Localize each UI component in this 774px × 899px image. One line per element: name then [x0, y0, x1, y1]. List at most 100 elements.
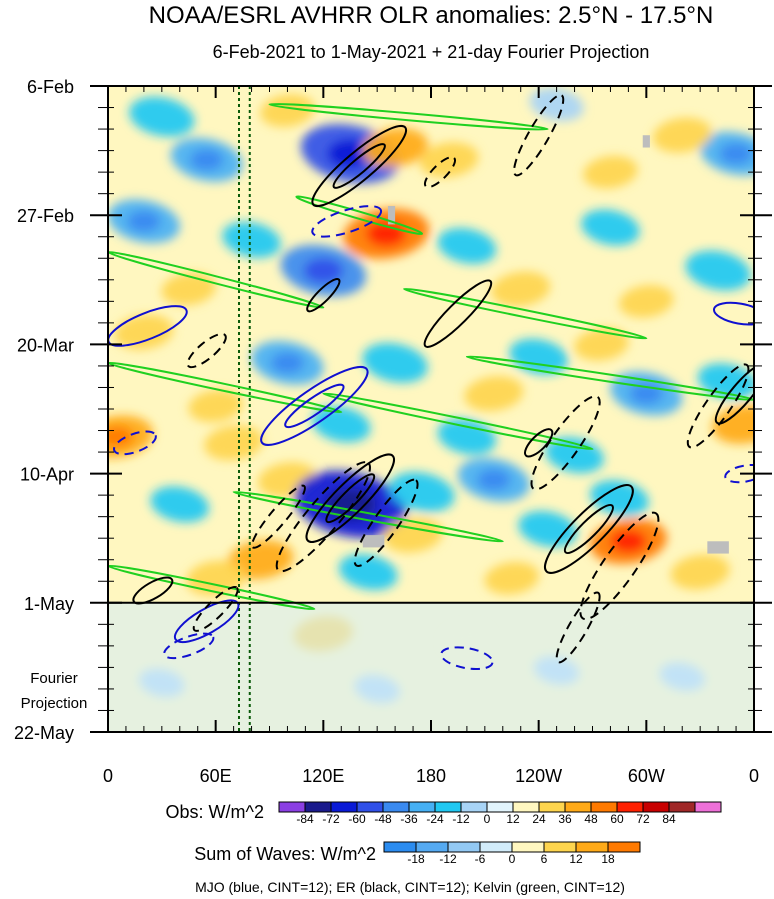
mjo-contour: [311, 205, 383, 238]
waves-colorbar-level-label: -12: [439, 852, 457, 866]
anomaly-blob: [437, 418, 497, 455]
waves-colorbar-level-label: 18: [601, 852, 615, 866]
obs-colorbar-level-label: -72: [322, 812, 340, 826]
obs-colorbar-level-label: 24: [532, 812, 546, 826]
waves-colorbar: -18 -12 -6 0 6 12 18: [383, 841, 641, 866]
mjo-contour: [260, 365, 369, 446]
anomaly-blob: [619, 285, 674, 318]
kelvin-contours: [108, 102, 754, 611]
er-contour-inner: [332, 143, 386, 189]
mjo-contour: [113, 430, 157, 456]
x-tick-label: 60W: [628, 766, 665, 786]
mjo-contour-inner: [284, 383, 345, 429]
waves-colorbar-level-label: -18: [407, 852, 425, 866]
y-tick-label: 6-Feb: [27, 77, 74, 97]
missing-data-patch: [362, 535, 385, 548]
waves-colorbar-swatch: [543, 841, 577, 853]
anomaly-blob-core: [271, 352, 304, 374]
obs-colorbar-level-label: 48: [584, 812, 598, 826]
waves-colorbar-swatch: [511, 841, 545, 853]
anomaly-blob: [464, 376, 524, 412]
obs-colorbar-level-label: 72: [636, 812, 650, 826]
waves-colorbar-label: Sum of Waves: W/m^2: [194, 844, 376, 864]
anomaly-blob: [150, 486, 210, 523]
footer-legend: MJO (blue, CINT=12); ER (black, CINT=12)…: [195, 879, 625, 895]
obs-colorbar-swatch: [382, 801, 410, 813]
anomaly-blob: [529, 87, 584, 122]
er-contour: [686, 363, 750, 449]
anomaly-blob: [389, 472, 455, 512]
projection-label-line1: Fourier: [30, 670, 78, 687]
anomaly-blob: [437, 228, 497, 264]
x-tick-label: 120W: [515, 766, 562, 786]
anomaly-blob: [652, 117, 712, 153]
x-tick-label: 180: [416, 766, 446, 786]
kelvin-contour: [268, 102, 549, 131]
er-contour: [544, 484, 634, 574]
er-contour: [311, 124, 408, 208]
anomaly-blob-core: [719, 143, 753, 165]
obs-colorbar: -84 -72 -60 -48 -36 -24 -12 0 12 24 36 48 60 72 84: [278, 801, 722, 826]
y-tick-label: 10-Apr: [20, 465, 74, 485]
y-tick-label: 20-Mar: [17, 335, 74, 355]
obs-colorbar-level-label: -36: [400, 812, 418, 826]
obs-colorbar-level-label: -84: [296, 812, 314, 826]
er-contour: [353, 478, 419, 567]
mjo-contour: [712, 301, 754, 326]
waves-colorbar-swatch: [479, 841, 513, 853]
er-contour: [186, 332, 227, 369]
obs-colorbar-swatch: [668, 801, 696, 813]
anomaly-blob: [188, 389, 243, 423]
obs-colorbar-swatch: [564, 801, 592, 813]
x-tick-label: 120E: [302, 766, 344, 786]
obs-colorbar-swatch: [642, 801, 670, 813]
kelvin-contour: [403, 287, 648, 340]
anomaly-blob: [518, 511, 577, 547]
anomaly-blob: [362, 342, 428, 383]
er-contour: [423, 279, 493, 348]
obs-colorbar-swatch: [538, 801, 566, 813]
waves-colorbar-swatch: [575, 841, 609, 853]
kelvin-contour: [322, 392, 594, 451]
er-contour-inner: [325, 473, 376, 524]
x-tick-label: 0: [749, 766, 759, 786]
obs-colorbar-level-label: -48: [374, 812, 392, 826]
kelvin-contour: [295, 195, 424, 235]
y-tick-label: 27-Feb: [17, 206, 74, 226]
obs-colorbar-swatch: [616, 801, 644, 813]
er-contour: [714, 362, 754, 425]
er-contour: [306, 278, 341, 313]
waves-colorbar-level-label: 0: [509, 852, 516, 866]
obs-colorbar-level-label: 36: [558, 812, 572, 826]
obs-colorbar-swatch: [330, 801, 358, 813]
anomaly-blob-core: [127, 210, 161, 232]
anomaly-blob: [222, 221, 281, 258]
kelvin-contour: [108, 361, 343, 414]
obs-colorbar-swatch: [434, 801, 462, 813]
er-contours: [132, 94, 754, 664]
missing-data-patch: [707, 541, 729, 554]
er-contour: [275, 461, 371, 573]
waves-colorbar-swatch: [607, 841, 641, 853]
obs-colorbar-label: Obs: W/m^2: [166, 802, 264, 822]
anomaly-blob: [583, 155, 638, 189]
x-tick-label: 0: [103, 766, 113, 786]
kelvin-contour: [232, 490, 504, 543]
anomaly-blob-core: [477, 469, 511, 491]
obs-colorbar-swatch: [408, 801, 436, 813]
anomaly-blob-core: [190, 149, 224, 171]
anomaly-blob: [574, 328, 629, 361]
waves-colorbar-level-label: -6: [475, 852, 486, 866]
plot-area: [107, 85, 755, 733]
anomaly-blob-core: [610, 530, 646, 553]
x-tick-label: 60E: [200, 766, 232, 786]
waves-colorbar-swatch: [447, 841, 481, 853]
obs-colorbar-level-label: -24: [426, 812, 444, 826]
anomaly-blob: [204, 425, 264, 461]
er-contour: [513, 94, 565, 177]
obs-colorbar-swatch: [304, 801, 332, 813]
anomaly-blob: [581, 209, 640, 246]
anomaly-blob: [311, 406, 371, 443]
obs-colorbar-level-label: 60: [610, 812, 624, 826]
